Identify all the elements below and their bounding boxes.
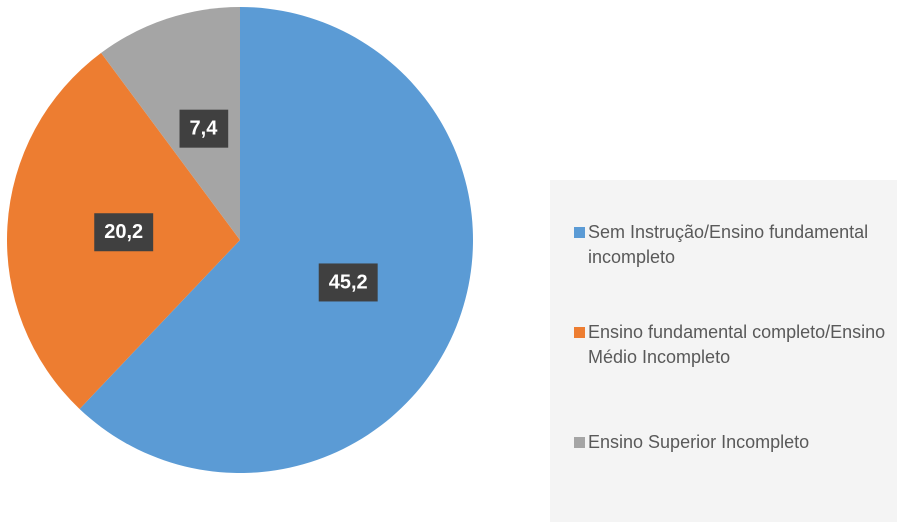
legend-swatch	[574, 437, 585, 448]
legend-text: Sem Instrução/Ensino fundamental incompl…	[588, 222, 869, 267]
legend-item: Sem Instrução/Ensino fundamental incompl…	[574, 220, 888, 270]
data-label-text: 20,2	[104, 221, 143, 243]
pie-slice	[79, 7, 474, 473]
data-label-text: 45,2	[329, 271, 368, 293]
data-label-box	[179, 109, 229, 148]
legend-swatch	[574, 327, 585, 338]
legend-text: Ensino Superior Incompleto	[588, 432, 810, 452]
data-label-box	[318, 263, 378, 302]
legend-item: Ensino Superior Incompleto	[574, 430, 888, 455]
pie-slice	[101, 7, 240, 240]
data-label-text: 7,4	[190, 118, 219, 140]
data-label: 7,4	[179, 109, 229, 148]
data-label: 45,2	[318, 263, 378, 302]
data-label-box	[94, 213, 154, 252]
legend-swatch	[574, 227, 585, 238]
legend-text: Ensino fundamental completo/Ensino Médio…	[588, 322, 886, 367]
data-label: 20,2	[94, 213, 154, 252]
legend-item: Ensino fundamental completo/Ensino Médio…	[574, 320, 888, 370]
chart: 45,2 20,2 7,4	[7, 7, 474, 473]
legend: Sem Instrução/Ensino fundamental incompl…	[550, 180, 897, 522]
